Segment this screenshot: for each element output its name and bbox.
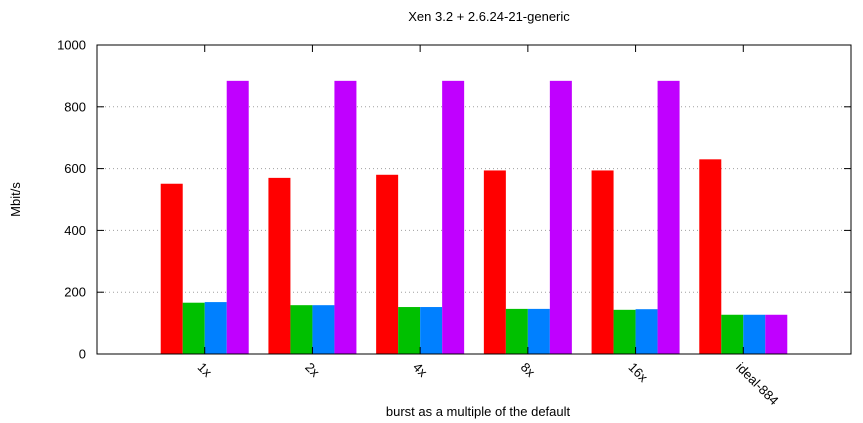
x-tick-label: 8x: [518, 360, 539, 381]
bar: [699, 159, 722, 354]
bars: [160, 80, 788, 355]
x-tick-label: ideal-884: [733, 360, 781, 408]
bar: [442, 80, 465, 355]
plot-frame: [96, 44, 852, 355]
y-tick-label: 600: [64, 161, 86, 176]
x-tick-label: 2x: [302, 360, 323, 381]
bar: [613, 309, 636, 354]
bar: [204, 302, 227, 354]
x-tick-label: 4x: [410, 360, 431, 381]
bar: [591, 170, 614, 354]
bar: [657, 80, 680, 355]
y-axis-label: Mbit/s: [8, 182, 23, 217]
bar: [182, 302, 205, 354]
y-tick-label: 200: [64, 285, 86, 300]
bar: [765, 314, 788, 354]
chart-title: Xen 3.2 + 2.6.24-21-generic: [408, 9, 570, 24]
x-axis-label: burst as a multiple of the default: [386, 404, 571, 419]
bar: [635, 309, 658, 354]
bar: [505, 308, 528, 354]
grid-lines: [97, 106, 851, 293]
y-tick-label: 800: [64, 99, 86, 114]
bar: [268, 177, 291, 354]
bar: [527, 308, 550, 354]
bar: [312, 305, 335, 354]
bar: [721, 314, 744, 354]
bar: [160, 183, 183, 354]
bar: [420, 307, 443, 354]
bar: [290, 305, 313, 354]
bar: [226, 80, 249, 355]
bar: [743, 314, 766, 354]
y-tick-label: 400: [64, 223, 86, 238]
bar: [483, 170, 506, 354]
bar: [334, 80, 357, 355]
bar: [549, 80, 572, 355]
x-tick-label: 16x: [625, 360, 651, 386]
x-tick-label: 1x: [195, 360, 216, 381]
y-tick-label: 0: [79, 347, 86, 362]
bar: [376, 174, 399, 354]
bar: [398, 307, 421, 354]
y-tick-label: 1000: [57, 38, 86, 53]
